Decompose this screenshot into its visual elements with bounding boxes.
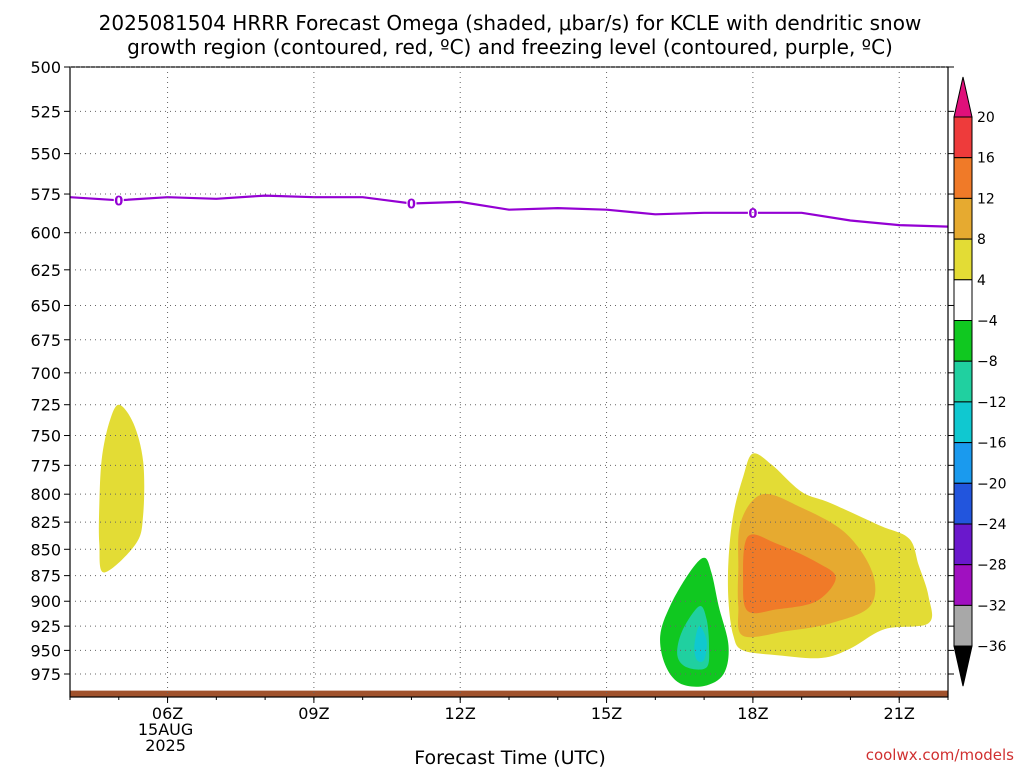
grid — [70, 66, 948, 697]
freezing-level-label: 0 — [407, 197, 416, 212]
colorbar-tick-label-7: −12 — [977, 395, 1007, 411]
colorbar-bin-4 — [953, 238, 973, 281]
colorbar-tick-label-3: 8 — [977, 232, 986, 248]
colorbar-bin-2 — [953, 157, 973, 199]
y-tick-label-575: 575 — [30, 185, 61, 204]
chart-title-line2: growth region (contoured, red, ºC) and f… — [127, 35, 893, 59]
x-tick-label-12: 12Z — [445, 704, 476, 723]
colorbar-bin-3 — [953, 197, 973, 240]
colorbar: 20 16 12 8 4 −4 −8 −12 −16 −20 −24 −28 −32 −36 — [953, 76, 1007, 687]
y-tick-label-775: 775 — [30, 456, 61, 475]
y-tick-label-950: 950 — [30, 641, 61, 660]
y-tick-label-975: 975 — [30, 665, 61, 684]
freezing-level-label: 0 — [114, 194, 123, 209]
x-tick-label-18: 18Z — [737, 704, 768, 723]
colorbar-bin-9 — [953, 442, 973, 484]
omega-region--12-6 — [694, 626, 707, 663]
y-tick-label-525: 525 — [30, 102, 61, 121]
colorbar-top-arrow — [953, 76, 973, 118]
colorbar-bin-11 — [953, 523, 973, 566]
colorbar-bin-10 — [953, 482, 973, 525]
freezing-level-label-bg — [406, 195, 417, 212]
y-tick-label-500: 500 — [30, 58, 61, 77]
colorbar-bin-13 — [953, 604, 973, 647]
colorbar-tick-label-2: 12 — [977, 191, 995, 207]
y-tick-label-825: 825 — [30, 513, 61, 532]
y-tick-label-850: 850 — [30, 540, 61, 559]
x-tick-label-6: 06Z — [152, 704, 183, 723]
colorbar-bin-1 — [953, 116, 973, 159]
x-tick-sublabel-1: 2025 — [145, 736, 186, 755]
colorbar-bin-6 — [953, 320, 973, 362]
y-tick-label-700: 700 — [30, 364, 61, 383]
colorbar-tick-label-6: −8 — [977, 354, 998, 370]
colorbar-tick-label-10: −24 — [977, 517, 1007, 533]
colorbar-tick-label-13: −36 — [977, 639, 1007, 655]
x-tick-sublabel-0: 15AUG — [138, 720, 193, 739]
colorbar-bin-8 — [953, 401, 973, 444]
colorbar-tick-label-12: −32 — [977, 598, 1007, 614]
colorbar-tick-label-9: −20 — [977, 476, 1007, 492]
omega-region-12-3 — [743, 534, 836, 614]
y-tick-label-600: 600 — [30, 224, 61, 243]
omega-region-4-0 — [98, 404, 145, 573]
colorbar-tick-label-0: 20 — [977, 110, 995, 126]
y-tick-label-725: 725 — [30, 396, 61, 415]
x-axis-label: Forecast Time (UTC) — [414, 747, 605, 768]
y-tick-label-875: 875 — [30, 567, 61, 586]
colorbar-tick-label-5: −4 — [977, 314, 998, 330]
colorbar-bin-12 — [953, 564, 973, 606]
colorbar-bin-7 — [953, 360, 973, 403]
freezing-level-line — [69, 194, 949, 228]
colorbar-bin-5 — [953, 279, 973, 321]
chart-title: 2025081504 HRRR Forecast Omega (shaded, … — [99, 11, 922, 35]
x-tick-label-21: 21Z — [884, 704, 915, 723]
colorbar-tick-label-11: −28 — [977, 558, 1007, 574]
terrain — [70, 690, 948, 697]
y-tick-label-925: 925 — [30, 617, 61, 636]
y-tick-label-900: 900 — [30, 592, 61, 611]
plot-area: 0 0 0 — [69, 66, 949, 698]
colorbar-tick-label-1: 16 — [977, 151, 995, 167]
freezing-level-label: 0 — [748, 207, 757, 222]
x-tick-label-9: 09Z — [298, 704, 329, 723]
y-tick-label-800: 800 — [30, 485, 61, 504]
y-tick-label-650: 650 — [30, 296, 61, 315]
freezing-level-label-bg — [113, 192, 124, 209]
y-tick-label-750: 750 — [30, 427, 61, 446]
y-tick-label-675: 675 — [30, 331, 61, 350]
credit-text: coolwx.com/models — [866, 746, 1014, 764]
colorbar-bottom-arrow — [953, 645, 973, 687]
y-tick-label-550: 550 — [30, 145, 61, 164]
x-tick-label-15: 15Z — [591, 704, 622, 723]
y-axis: 500 525 550 575 600 625 650 675 700 725 750 775 800 8… — [30, 58, 954, 684]
colorbar-tick-label-8: −16 — [977, 436, 1007, 452]
y-tick-label-625: 625 — [30, 261, 61, 280]
colorbar-tick-label-4: 4 — [977, 273, 986, 289]
